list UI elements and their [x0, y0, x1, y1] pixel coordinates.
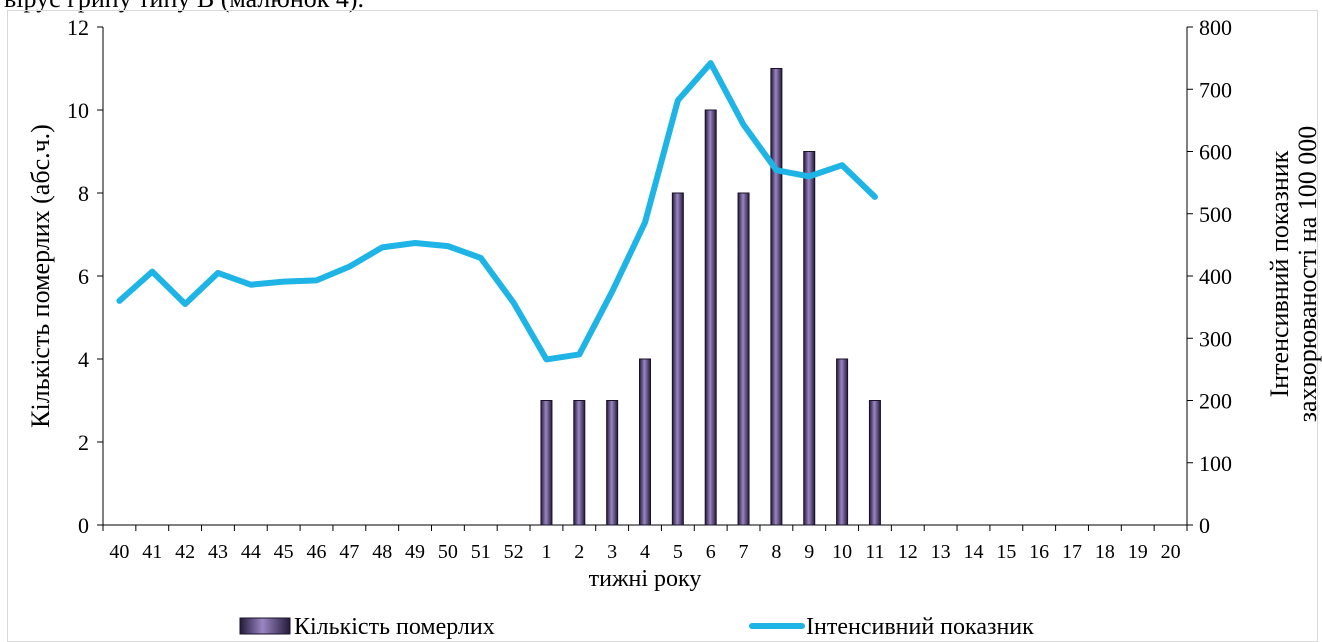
- x-tick-label: 8: [771, 541, 781, 563]
- x-tick-label: 45: [274, 541, 294, 563]
- x-axis-title: тижні року: [589, 566, 702, 592]
- x-tick-label: 11: [865, 541, 884, 563]
- left-tick-label: 4: [78, 347, 89, 372]
- bar: [770, 68, 783, 526]
- x-tick-label: 12: [898, 541, 918, 563]
- legend-swatch-deaths: [239, 617, 291, 635]
- series-line-intensity: [116, 60, 878, 363]
- right-axis-title-line1: Інтенсивний показник: [1265, 150, 1294, 397]
- right-tick-label: 600: [1199, 140, 1232, 165]
- right-tick-label: 400: [1199, 264, 1232, 289]
- legend-label-deaths: Кількість померлих: [294, 614, 495, 640]
- bar: [573, 400, 586, 526]
- x-tick-label: 50: [438, 541, 458, 563]
- right-tick-label: 700: [1199, 77, 1232, 102]
- x-tick-label: 3: [607, 541, 617, 563]
- x-tick-label: 40: [109, 541, 129, 563]
- left-tick-label: 8: [78, 181, 89, 206]
- x-tick-label: 15: [996, 541, 1016, 563]
- x-tick-label: 46: [307, 541, 327, 563]
- left-tick-label: 10: [67, 98, 89, 123]
- line-layer: [116, 60, 878, 363]
- bar: [737, 192, 750, 526]
- right-tick-label: 0: [1199, 513, 1210, 538]
- x-tick-label: 7: [739, 541, 749, 563]
- left-axis-title: Кількість померлих (абс.ч.): [26, 124, 55, 428]
- x-tick-label: 17: [1062, 541, 1082, 563]
- legend-label-intensity: Інтенсивний показник: [806, 614, 1034, 640]
- x-tick-label: 20: [1161, 541, 1181, 563]
- right-tick-label: 300: [1199, 326, 1232, 351]
- left-tick-label: 12: [67, 15, 89, 40]
- bar: [671, 192, 684, 526]
- x-tick-label: 41: [142, 541, 162, 563]
- right-tick-label: 100: [1199, 451, 1232, 476]
- caption-fragment: вірус грипу типу В (малюнок 4).: [4, 0, 364, 14]
- x-tick-label: 2: [574, 541, 584, 563]
- x-tick-label: 1: [541, 541, 551, 563]
- x-tick-label: 52: [504, 541, 524, 563]
- bar: [868, 400, 881, 526]
- x-tick-label: 44: [241, 541, 261, 563]
- left-tick-label: 6: [78, 264, 89, 289]
- bar: [606, 400, 619, 526]
- x-tick-label: 4: [640, 541, 650, 563]
- x-tick-label: 6: [706, 541, 716, 563]
- x-tick-label: 9: [804, 541, 814, 563]
- x-tick-label: 13: [931, 541, 951, 563]
- bar: [803, 151, 816, 526]
- legend: Кількість померлих Інтенсивний показник: [239, 614, 1034, 640]
- bar: [704, 109, 717, 526]
- bar: [836, 358, 849, 526]
- left-tick-label: 0: [78, 513, 89, 538]
- x-tick-label: 47: [339, 541, 359, 563]
- x-tick-label: 49: [405, 541, 425, 563]
- right-axis-title-line2: захворюваності на 100 000: [1293, 126, 1322, 422]
- x-tick-label: 51: [471, 541, 491, 563]
- x-tick-label: 10: [832, 541, 852, 563]
- x-tick-label: 48: [372, 541, 392, 563]
- x-tick-label: 19: [1128, 541, 1148, 563]
- bar: [639, 358, 651, 526]
- x-tick-label: 5: [673, 541, 683, 563]
- bar: [540, 400, 553, 526]
- x-tick-label: 18: [1095, 541, 1115, 563]
- x-tick-label: 16: [1029, 541, 1049, 563]
- right-tick-label: 500: [1199, 202, 1232, 227]
- x-tick-label: 14: [963, 541, 983, 563]
- x-tick-label: 42: [175, 541, 195, 563]
- x-tick-label: 43: [208, 541, 228, 563]
- bars-layer: [540, 68, 881, 526]
- right-tick-label: 800: [1199, 15, 1232, 40]
- right-tick-label: 200: [1199, 389, 1232, 414]
- left-tick-label: 2: [78, 430, 89, 455]
